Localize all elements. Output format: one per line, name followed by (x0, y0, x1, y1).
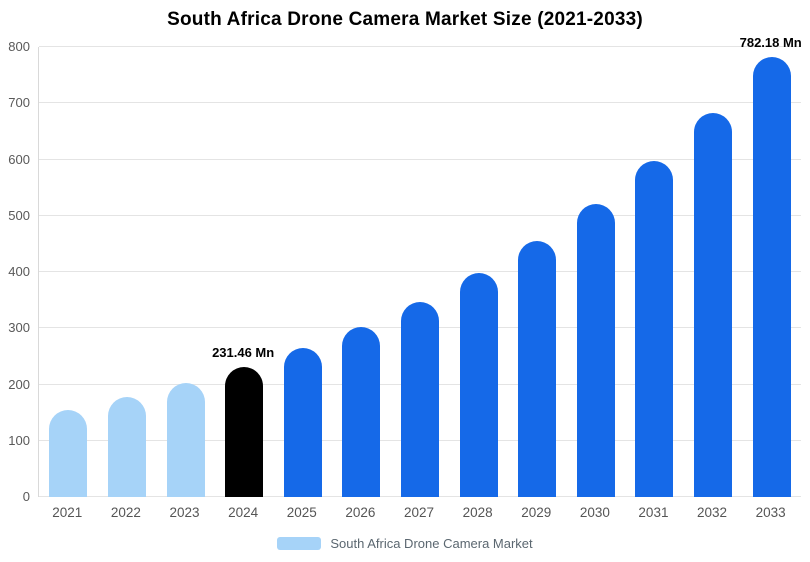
gridline (39, 158, 801, 160)
x-axis-tick-label: 2026 (345, 505, 376, 520)
legend-swatch (277, 536, 322, 550)
gridline (39, 102, 801, 104)
y-axis-tick-label: 800 (8, 39, 30, 54)
bar-2022 (107, 397, 146, 497)
x-axis-tick-label: 2032 (697, 505, 728, 520)
y-axis-tick-label: 300 (8, 320, 30, 336)
bar-2032 (694, 112, 733, 497)
bar-2025 (283, 347, 322, 497)
legend-label: South Africa Drone Camera Market (330, 535, 533, 551)
x-axis-tick-label: 2031 (638, 505, 669, 520)
x-axis-tick-label: 2029 (521, 505, 552, 520)
bar-2024 (225, 366, 264, 497)
x-axis-tick-label: 2021 (52, 505, 83, 520)
y-axis-tick-label: 600 (8, 151, 30, 167)
bar-2021 (49, 410, 88, 497)
bar-value-label: 231.46 Mn (212, 344, 275, 360)
y-axis-tick-label: 700 (8, 95, 30, 111)
x-axis-tick-label: 2025 (286, 505, 317, 520)
x-axis-tick-label: 2027 (403, 505, 435, 520)
bar-2027 (401, 301, 439, 497)
x-axis-tick-label: 2024 (228, 505, 259, 520)
x-axis-tick-label: 2033 (755, 505, 786, 520)
bar-2030 (576, 203, 615, 497)
bar-2029 (518, 241, 557, 497)
y-axis-tick-label: 0 (22, 489, 30, 504)
gridline (39, 46, 801, 47)
plot-area (38, 46, 801, 497)
x-axis-tick-label: 2028 (462, 505, 493, 520)
y-axis-tick-label: 200 (8, 376, 30, 392)
bar-value-label: 782.18 Mn (739, 35, 802, 51)
bar-2028 (459, 273, 498, 497)
bar-2023 (166, 383, 205, 497)
y-axis-tick-label: 100 (8, 432, 30, 448)
bar-2026 (342, 326, 381, 497)
bar-2033 (752, 57, 791, 497)
y-axis-tick-label: 500 (8, 207, 30, 223)
bar-2031 (635, 161, 674, 497)
x-axis-tick-label: 2030 (579, 505, 610, 520)
y-axis-tick-label: 400 (8, 264, 30, 279)
gridline (39, 214, 801, 216)
gridline (39, 271, 801, 272)
chart-title: South Africa Drone Camera Market Size (2… (167, 9, 643, 30)
x-axis-tick-label: 2023 (169, 505, 200, 520)
legend: South Africa Drone Camera Market (0, 534, 810, 552)
x-axis-tick-label: 2022 (110, 505, 141, 520)
